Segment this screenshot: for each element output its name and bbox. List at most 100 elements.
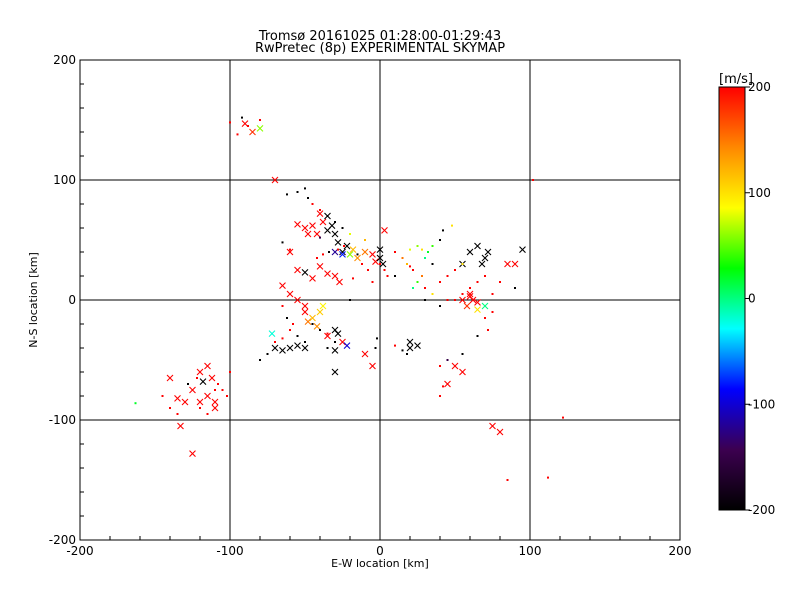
dot-marker (446, 275, 449, 277)
cross-marker-stroke (328, 222, 336, 229)
cross-marker-stroke (481, 302, 489, 310)
dot-marker (229, 121, 231, 124)
dot-marker (304, 187, 306, 190)
dot-marker (367, 269, 369, 271)
dot-marker (454, 269, 456, 271)
cross-marker-stroke (339, 338, 346, 346)
cross-marker (271, 176, 279, 184)
dot-marker (409, 265, 411, 268)
cross-marker-stroke (166, 374, 174, 382)
cross-marker-stroke (279, 282, 286, 289)
dot-marker (296, 191, 299, 193)
dot-marker (562, 416, 564, 419)
dot-marker (442, 229, 444, 232)
dot-marker (214, 389, 216, 391)
cross-marker (372, 258, 379, 265)
cross-marker-stroke (309, 275, 316, 282)
dot-marker (286, 193, 288, 196)
dot-marker (454, 299, 456, 301)
dot-marker (484, 317, 486, 319)
cross-marker (208, 374, 216, 382)
cross-marker-stroke (376, 254, 384, 262)
cross-marker-stroke (481, 254, 489, 262)
cross-marker-stroke (369, 251, 376, 258)
cross-marker-stroke (336, 278, 343, 286)
dot-marker (446, 299, 449, 301)
dot-marker (424, 287, 426, 289)
dot-marker (386, 275, 389, 277)
cross-marker (294, 266, 301, 274)
cross-marker-stroke (286, 344, 294, 352)
dot-marker (416, 245, 419, 247)
dot-marker (352, 277, 354, 280)
cross-marker-stroke (174, 395, 181, 402)
dot-marker (161, 395, 164, 397)
dot-marker (334, 341, 336, 343)
dot-marker (394, 344, 396, 347)
cross-marker-stroke (319, 218, 327, 226)
cross-marker (286, 248, 294, 256)
cross-marker-stroke (381, 227, 388, 234)
cross-marker-stroke (294, 266, 301, 274)
colorbar-unit-label: [m/s] (719, 72, 753, 87)
dot-marker (532, 179, 534, 181)
cross-marker (339, 251, 346, 258)
cross-marker (334, 330, 342, 337)
cross-marker (361, 248, 369, 256)
cross-marker-stroke (339, 248, 346, 256)
cross-marker-stroke (313, 230, 321, 238)
cross-marker (466, 248, 474, 256)
dot-marker (337, 248, 339, 251)
cross-marker (331, 368, 339, 376)
cross-marker (196, 398, 204, 406)
cross-marker (256, 125, 264, 132)
cross-marker (519, 246, 526, 253)
cross-marker (301, 344, 309, 352)
cross-marker-stroke (474, 306, 481, 313)
cross-marker (463, 302, 471, 310)
dot-marker (412, 269, 414, 271)
dot-marker (412, 287, 414, 289)
cross-marker-stroke (361, 350, 369, 358)
cross-marker (451, 362, 459, 370)
dot-marker (311, 323, 314, 325)
colorbar-tick-label: -200 (748, 503, 775, 517)
cross-marker (324, 270, 331, 277)
dot-marker (469, 287, 471, 289)
cross-marker-stroke (319, 302, 327, 310)
cross-marker-stroke (466, 290, 474, 298)
dot-marker (296, 335, 299, 337)
data-points (134, 116, 564, 481)
y-tick-label: 100 (53, 173, 76, 187)
dot-marker (416, 281, 419, 283)
dot-marker (439, 239, 441, 241)
dot-marker (304, 341, 306, 343)
cross-marker-stroke (406, 344, 414, 352)
dot-marker (401, 257, 404, 259)
cross-marker (331, 230, 339, 238)
dot-marker (439, 365, 441, 367)
x-axis-label: E-W location [km] (331, 557, 429, 570)
cross-marker (504, 260, 511, 268)
cross-marker-stroke (489, 422, 496, 430)
cross-marker (379, 260, 387, 268)
cross-marker-stroke (519, 246, 526, 253)
cross-marker (343, 342, 351, 349)
dot-marker (328, 251, 330, 253)
cross-marker (286, 344, 294, 352)
cross-marker-stroke (286, 248, 294, 256)
dot-marker (379, 263, 381, 265)
dot-marker (431, 245, 434, 247)
cross-marker (459, 368, 466, 376)
cross-marker-stroke (406, 338, 414, 346)
dot-marker (476, 281, 479, 283)
colorbar-ticks: -200 -100 0 100 200 (745, 80, 775, 517)
cross-marker (189, 386, 196, 394)
cross-marker-stroke (309, 222, 316, 229)
colorbar-tick-label: 200 (748, 80, 771, 94)
cross-marker (313, 323, 321, 330)
x-tick-label: 200 (669, 544, 692, 558)
cross-marker-stroke (294, 221, 301, 228)
cross-marker-stroke (241, 120, 249, 127)
dot-marker (409, 248, 411, 251)
